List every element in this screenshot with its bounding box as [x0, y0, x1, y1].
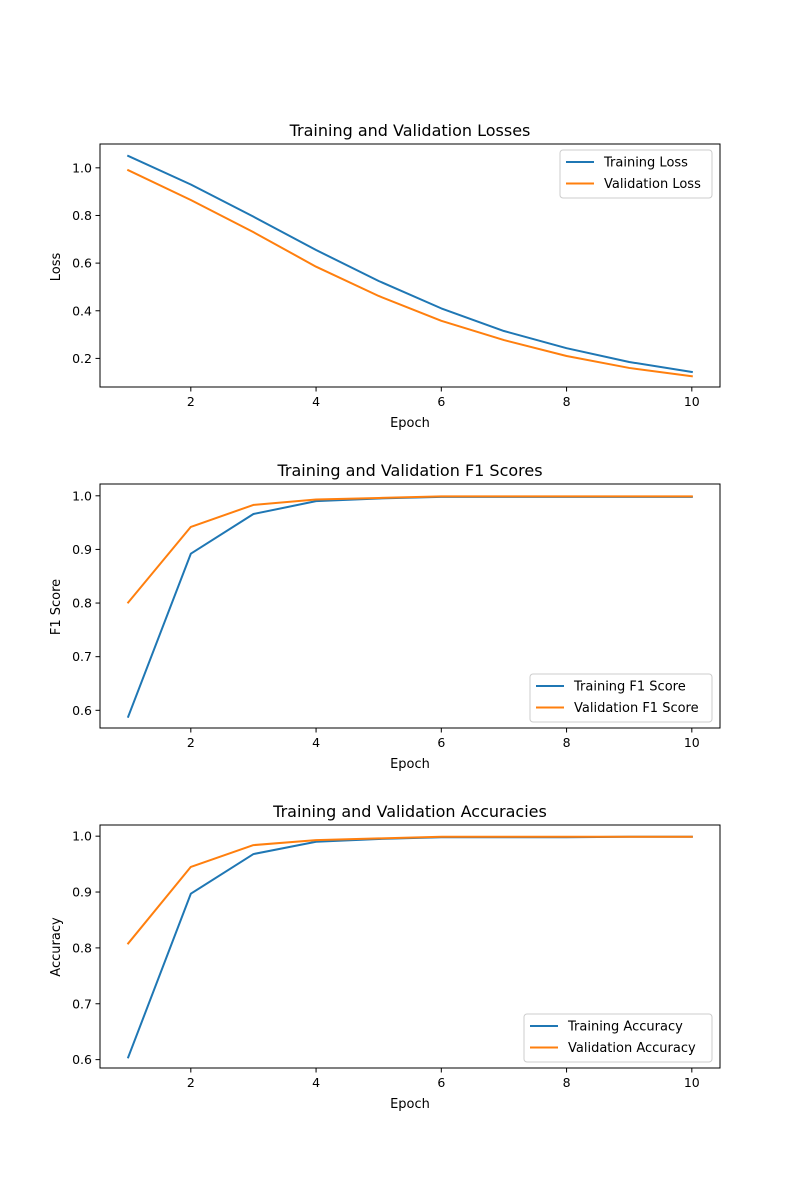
x-tick-label: 6	[437, 394, 445, 409]
x-tick-label: 2	[187, 394, 195, 409]
axes-frame	[99, 483, 721, 729]
legend-label: Training F1 Score	[573, 680, 686, 695]
x-tick-label: 8	[563, 1075, 571, 1090]
x-tick-label: 4	[312, 735, 320, 750]
axes-frame	[99, 143, 721, 388]
x-axis-label: Epoch	[390, 1097, 430, 1112]
legend-label: Training Loss	[603, 156, 688, 171]
y-tick-label: 0.8	[72, 208, 92, 223]
y-tick-label: 0.8	[72, 940, 92, 955]
y-axis-label: F1 Score	[49, 579, 64, 635]
legend-label: Validation F1 Score	[574, 701, 699, 716]
x-axis-label: Epoch	[390, 757, 430, 772]
legend-label: Validation Loss	[604, 177, 701, 192]
chart-title: Training and Validation F1 Scores	[276, 461, 542, 480]
plot-area: 2 4 6 8 10 0.6 0.7 0.8 0.9 1.0 Training Accuracy Va…	[72, 824, 721, 1090]
x-tick-label: 2	[187, 735, 195, 750]
series-line-validation	[126, 168, 693, 378]
y-tick-label: 0.8	[72, 596, 92, 611]
y-tick-label: 1.0	[72, 160, 92, 175]
chart-title: Training and Validation Losses	[289, 121, 531, 140]
legend: Training Accuracy Validation Accuracy	[523, 1013, 713, 1063]
y-tick-label: 0.6	[72, 1052, 92, 1067]
y-tick-label: 0.4	[72, 303, 92, 318]
y-tick-label: 1.0	[72, 829, 92, 844]
legend-box	[529, 673, 713, 723]
y-tick-label: 0.6	[72, 703, 92, 718]
subplot-accuracies: Training and Validation Accuracies Epoch…	[49, 802, 721, 1112]
y-tick-label: 0.9	[72, 542, 92, 557]
x-tick-label: 2	[187, 1075, 195, 1090]
chart-title: Training and Validation Accuracies	[272, 802, 547, 821]
y-axis-label: Accuracy	[49, 917, 64, 977]
subplot-f1-scores: Training and Validation F1 Scores Epoch …	[49, 461, 721, 772]
plot-area: 2 4 6 8 10 0.6 0.7 0.8 0.9 1.0 Training F1 Score Va…	[72, 483, 721, 750]
plot-area: 2 4 6 8 10 0.2 0.4 0.6 0.8 1.0 Training Loss Valida…	[72, 143, 721, 409]
legend: Training Loss Validation Loss	[559, 149, 713, 199]
y-tick-label: 1.0	[72, 488, 92, 503]
y-axis-label: Loss	[49, 253, 64, 282]
x-tick-label: 8	[563, 735, 571, 750]
x-tick-label: 8	[563, 394, 571, 409]
legend-label: Validation Accuracy	[568, 1041, 696, 1056]
legend: Training F1 Score Validation F1 Score	[529, 673, 713, 723]
x-tick-label: 6	[437, 1075, 445, 1090]
axes-frame	[99, 824, 721, 1069]
x-tick-label: 6	[437, 735, 445, 750]
legend-box	[559, 149, 713, 199]
legend-label: Training Accuracy	[567, 1020, 683, 1035]
x-tick-label: 4	[312, 394, 320, 409]
series-line-validation	[126, 835, 693, 945]
x-axis-label: Epoch	[390, 416, 430, 431]
subplot-losses: Training and Validation Losses Epoch Los…	[49, 121, 721, 431]
legend-box	[523, 1013, 713, 1063]
x-tick-label: 4	[312, 1075, 320, 1090]
y-tick-label: 0.7	[72, 649, 92, 664]
series-line-validation	[126, 495, 693, 604]
y-tick-label: 0.7	[72, 996, 92, 1011]
x-tick-label: 10	[684, 735, 700, 750]
y-tick-label: 0.2	[72, 351, 92, 366]
x-tick-label: 10	[684, 394, 700, 409]
y-tick-label: 0.6	[72, 256, 92, 271]
y-tick-label: 0.9	[72, 885, 92, 900]
x-tick-label: 10	[684, 1075, 700, 1090]
series-line-training	[126, 154, 693, 374]
